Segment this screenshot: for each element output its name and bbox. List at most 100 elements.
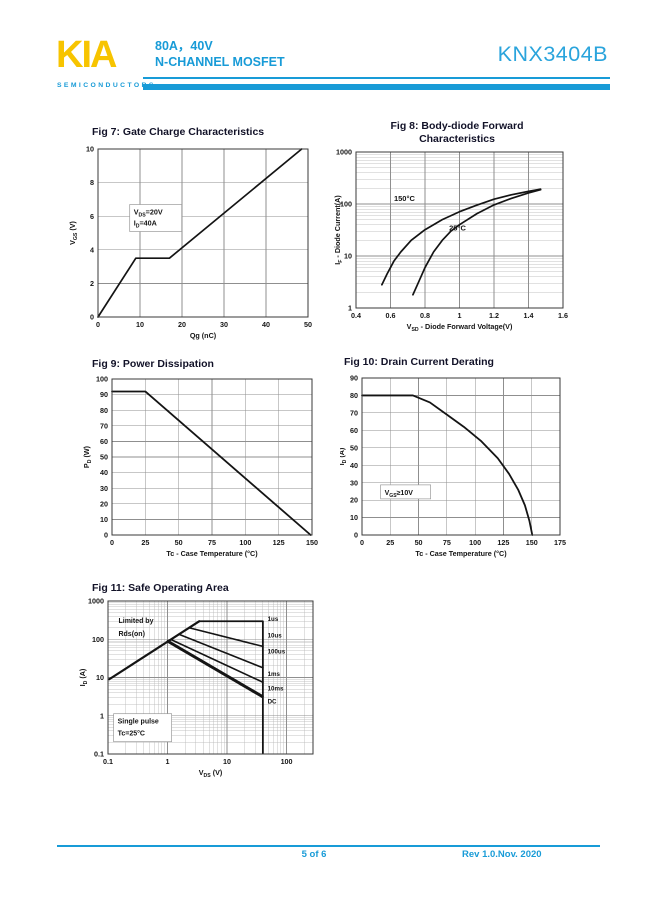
svg-text:1: 1 [348, 304, 352, 313]
svg-text:1: 1 [458, 311, 462, 320]
svg-text:125: 125 [497, 538, 509, 547]
plot-border [107, 600, 314, 755]
fig8-title: Fig 8: Body-diode Forward Characteristic… [390, 120, 524, 145]
svg-text:20: 20 [350, 496, 358, 505]
svg-text:25: 25 [141, 538, 149, 547]
svg-text:VGS≥10V: VGS≥10V [385, 490, 414, 499]
svg-text:25: 25 [386, 538, 394, 547]
150C-curve [381, 188, 542, 286]
series [361, 394, 534, 536]
svg-text:4: 4 [90, 245, 94, 254]
revision-label: Rev 1.0.Nov. 2020 [462, 849, 542, 860]
svg-text:100us: 100us [268, 649, 286, 656]
plot-border [111, 378, 313, 536]
svg-text:80: 80 [100, 406, 108, 415]
kia-logo: KIA [56, 34, 117, 76]
svg-text:100: 100 [92, 635, 104, 644]
fig9-title: Fig 9: Power Dissipation [92, 358, 214, 370]
svg-text:30: 30 [350, 478, 358, 487]
plot-border [355, 151, 564, 309]
svg-text:20: 20 [100, 499, 108, 508]
svg-text:1.4: 1.4 [524, 311, 534, 320]
annotations: VGS≥10V [380, 484, 431, 500]
header-rule-thin [143, 77, 610, 79]
svg-text:1.2: 1.2 [489, 311, 499, 320]
y-axis-label: IF - Diode Current(A) [334, 195, 344, 265]
fig11-plot: Limited by Rds(on) Single pulse Tc=25°C 1us 1… [78, 597, 314, 779]
gate-charge-curve [97, 148, 303, 318]
svg-text:40: 40 [262, 320, 270, 329]
svg-text:1: 1 [100, 711, 104, 720]
fig8-body-diode-figure: Fig 8: Body-diode Forward Characteristic… [334, 120, 580, 344]
svg-text:0.4: 0.4 [351, 311, 361, 320]
axis-labels: 0.1 1 10 100 0.1 1 10 100 1000 VDS (V) ID (A) [78, 597, 293, 779]
kia-logo-subtitle: SEMICONDUCTORS [57, 82, 156, 89]
fig7-gate-charge-figure: Fig 7: Gate Charge Characteristics VDS=2… [62, 126, 324, 350]
svg-text:175: 175 [554, 538, 566, 547]
y-axis-label: ID (A) [340, 447, 348, 465]
fig11-title: Fig 11: Safe Operating Area [92, 582, 229, 594]
fig8-plot: 150°C 25°C 0.4 0.6 0.8 1 1.2 1.4 1.6 1 10 100 1000 VS… [334, 148, 568, 333]
svg-text:Tc=25°C: Tc=25°C [118, 730, 145, 738]
svg-text:0.1: 0.1 [103, 757, 113, 766]
series [108, 620, 264, 755]
svg-text:0: 0 [104, 531, 108, 540]
annotations: Limited by Rds(on) Single pulse Tc=25°C 1us 1… [113, 616, 286, 743]
series [97, 148, 303, 318]
svg-text:10ms: 10ms [268, 685, 284, 692]
svg-text:50: 50 [415, 538, 423, 547]
fig10-plot: VGS≥10V 0 25 50 75 100 125 150 175 0 10 20 30 40 50 60 7… [340, 374, 566, 558]
x-axis-label: Qg (nC) [190, 331, 217, 340]
dc-line [166, 639, 264, 698]
svg-text:0.8: 0.8 [420, 311, 430, 320]
svg-text:80: 80 [350, 391, 358, 400]
svg-text:0: 0 [360, 538, 364, 547]
pulse-10us [188, 626, 264, 648]
svg-text:90: 90 [350, 374, 358, 383]
y-axis-label: PD (W) [82, 445, 93, 468]
plot-border [361, 377, 561, 536]
svg-text:1us: 1us [268, 616, 279, 623]
axis-labels: 0.4 0.6 0.8 1 1.2 1.4 1.6 1 10 100 1000 VSD - Diode… [334, 148, 568, 333]
svg-text:10: 10 [86, 145, 94, 154]
axis-labels: 0 25 50 75 100 125 150 175 0 10 20 30 40 50 60 70 80 90 Tc… [340, 374, 566, 558]
axis-labels: 0 10 20 30 40 50 0 2 4 6 8 10 Qg (nC) VGS (V) [68, 145, 312, 340]
series [381, 188, 542, 296]
page-indicator: 5 of 6 [301, 849, 327, 860]
svg-text:150: 150 [306, 538, 318, 547]
power-derating-curve [111, 390, 312, 536]
pulse-1ms [170, 638, 264, 684]
svg-text:10us: 10us [268, 633, 283, 640]
svg-text:30: 30 [220, 320, 228, 329]
device-spec: 80A，40V N-CHANNEL MOSFET [155, 38, 285, 70]
svg-text:10: 10 [344, 252, 352, 261]
svg-text:0.1: 0.1 [94, 750, 104, 759]
fig10-title: Fig 10: Drain Current Derating [344, 356, 494, 368]
svg-text:70: 70 [350, 408, 358, 417]
svg-text:40: 40 [100, 468, 108, 477]
svg-text:150: 150 [526, 538, 538, 547]
svg-text:90: 90 [100, 390, 108, 399]
svg-text:100: 100 [340, 200, 352, 209]
svg-text:100: 100 [281, 757, 293, 766]
svg-text:Limited by: Limited by [118, 618, 153, 625]
svg-text:40: 40 [350, 461, 358, 470]
device-rating: 80A，40V [155, 39, 213, 53]
svg-text:20: 20 [178, 320, 186, 329]
device-type: N-CHANNEL MOSFET [155, 55, 285, 69]
svg-text:1000: 1000 [336, 148, 352, 157]
gridlines [361, 377, 561, 536]
gridlines [111, 378, 313, 536]
svg-text:60: 60 [100, 437, 108, 446]
25C-curve [412, 188, 542, 296]
x-axis-label: Tc - Case Temperature (°C) [166, 549, 258, 558]
svg-text:30: 30 [100, 484, 108, 493]
fig9-power-dissipation-figure: Fig 9: Power Dissipation 0 25 50 75 100 125 15… [76, 358, 332, 574]
svg-text:10: 10 [223, 757, 231, 766]
pulse-100us [178, 633, 264, 669]
series [111, 390, 312, 536]
x-axis-label: VSD - Diode Forward Voltage(V) [407, 322, 513, 333]
